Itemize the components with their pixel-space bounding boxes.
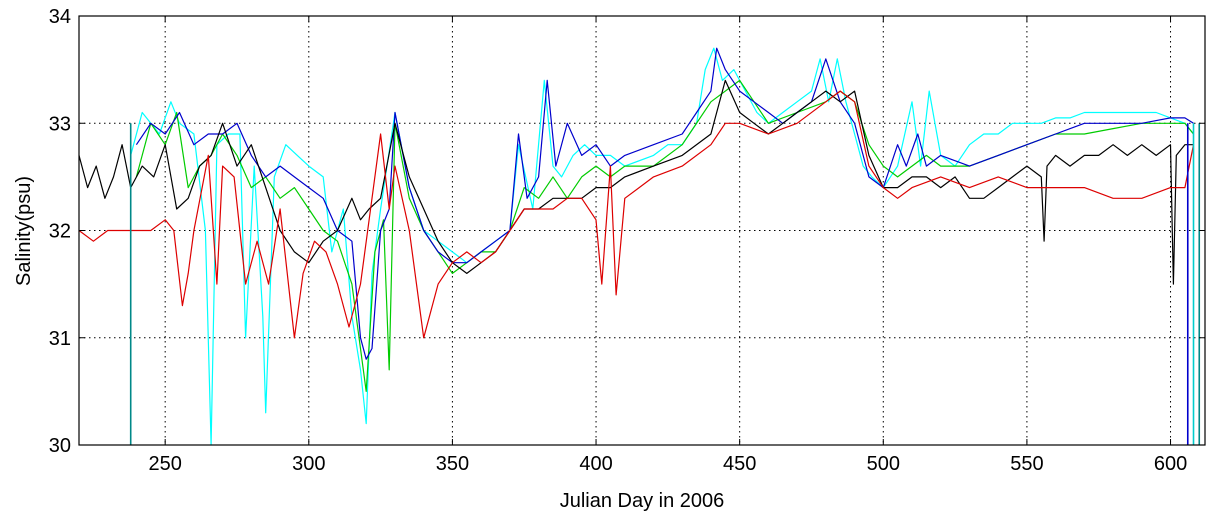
x-tick-label: 400 <box>579 453 612 475</box>
plot-area <box>79 16 1205 445</box>
red-series-line <box>78 90 1195 339</box>
y-tick-label: 32 <box>49 221 71 243</box>
green-series-line <box>135 79 1194 392</box>
x-tick-label: 550 <box>1010 453 1043 475</box>
x-tick-label: 600 <box>1154 453 1187 475</box>
black-series-line <box>78 79 1194 285</box>
x-tick-label: 300 <box>292 453 325 475</box>
y-axis-ticks: 30 31 32 33 34 <box>49 6 1205 457</box>
x-tick-label: 350 <box>436 453 469 475</box>
x-axis-ticks: 250 300 350 400 450 500 550 600 <box>148 16 1187 475</box>
data-series <box>78 47 1195 446</box>
vertical-spikes <box>129 123 1201 445</box>
y-tick-label: 31 <box>49 328 71 350</box>
y-axis-label: Salinity(psu) <box>13 176 35 286</box>
x-tick-label: 250 <box>148 453 181 475</box>
grid-lines <box>79 16 1205 445</box>
x-tick-label: 450 <box>723 453 756 475</box>
x-axis-label: Julian Day in 2006 <box>560 490 725 512</box>
y-tick-label: 34 <box>49 6 71 28</box>
y-tick-label: 30 <box>49 435 71 457</box>
blue-series-line <box>135 47 1194 360</box>
y-tick-label: 33 <box>49 113 71 135</box>
x-tick-label: 500 <box>867 453 900 475</box>
